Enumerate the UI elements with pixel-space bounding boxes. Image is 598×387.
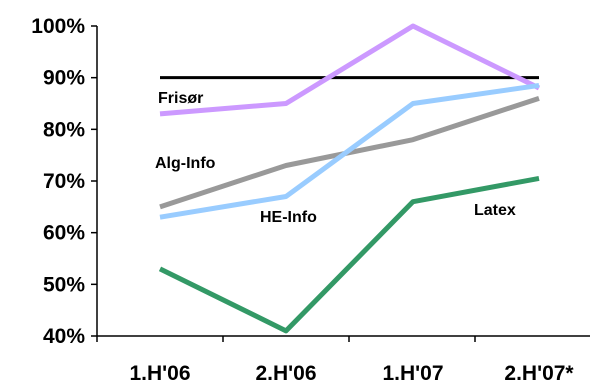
series-label-0: Frisør (158, 90, 203, 107)
x-tick-label: 2.H'07* (504, 362, 574, 385)
series-label-2: HE-Info (260, 209, 317, 226)
x-axis: 1.H'06 2.H'06 1.H'07 2.H'07* (96, 335, 590, 385)
x-tick-label: 1.H'06 (129, 362, 190, 385)
y-axis: 40% 50% 60% 70% 80% 90% 100% (31, 15, 98, 348)
y-tick-label: 70% (43, 170, 85, 193)
series-group (158, 23, 541, 334)
series-label-1: Alg-Info (155, 155, 216, 172)
y-tick-label: 50% (43, 273, 85, 296)
y-tick-label: 60% (43, 222, 85, 245)
y-tick-label: 90% (43, 67, 85, 90)
series-line-3 (158, 175, 540, 334)
series-line-0 (159, 23, 541, 117)
x-tick-label: 2.H'06 (255, 362, 316, 385)
series-labels: Frisør Alg-Info HE-Info Latex (155, 90, 516, 226)
series-line-2 (159, 82, 540, 220)
y-tick-label: 80% (43, 118, 85, 141)
series-label-3: Latex (474, 202, 516, 219)
y-tick-label: 40% (43, 325, 85, 348)
x-tick-label: 1.H'07 (382, 362, 443, 385)
y-tick-label: 100% (31, 15, 85, 38)
